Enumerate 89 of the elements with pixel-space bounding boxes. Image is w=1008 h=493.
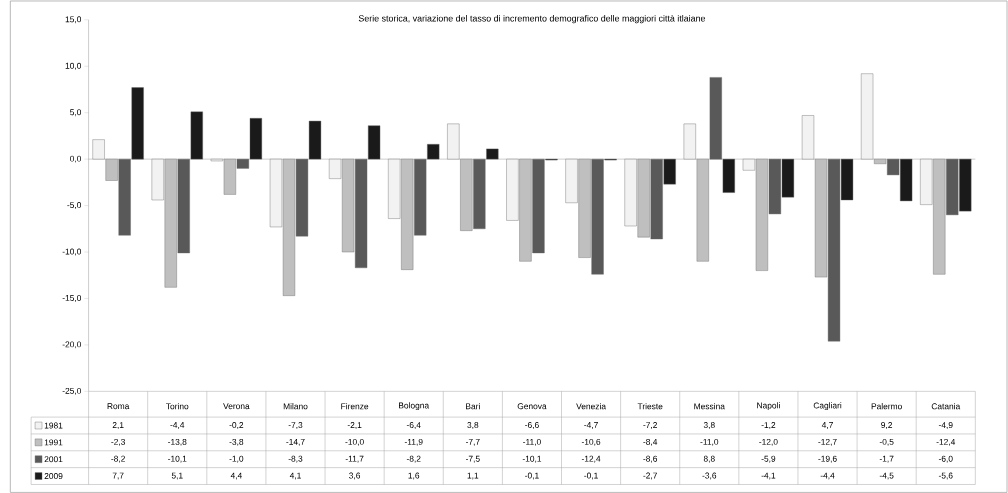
data-label: -1,7 (879, 455, 894, 463)
x-tick-label: Torino (166, 402, 189, 410)
data-label: -4,7 (584, 421, 598, 429)
data-label: -6,4 (406, 421, 421, 429)
data-label: -6,6 (525, 421, 539, 429)
data-label: -0,1 (584, 472, 598, 480)
data-label: 9,2 (881, 421, 893, 429)
data-label: 7,7 (112, 472, 124, 480)
x-tick-label: Cagliari (813, 402, 842, 410)
x-tick-label: Venezia (576, 402, 606, 410)
data-label: -7,3 (288, 421, 303, 429)
data-label: -4,5 (879, 472, 894, 480)
data-label: -10,6 (581, 438, 601, 446)
data-label: -1,0 (229, 455, 244, 463)
data-label: -2,3 (111, 438, 126, 446)
data-label: 3,8 (467, 421, 479, 429)
data-label: 4,7 (821, 421, 833, 429)
data-label: -12,0 (759, 438, 778, 446)
data-label: -13,8 (168, 438, 187, 446)
y-tick-label: 15,0 (65, 16, 82, 24)
data-label: -5,9 (761, 455, 776, 463)
y-tick-label: 10,0 (65, 62, 82, 70)
data-label: -0,1 (525, 472, 539, 480)
x-tick-label: Milano (283, 402, 308, 410)
chart-title: Serie storica, variazione del tasso di incremento demografico delle maggiori città itlaiane (358, 14, 706, 24)
data-label: 1,6 (408, 472, 420, 480)
y-tick-label: -25,0 (62, 387, 82, 395)
data-label: -2,7 (643, 472, 657, 480)
data-label: -11,0 (523, 438, 541, 446)
y-tick-label: -20,0 (62, 341, 82, 349)
x-tick-label: Trieste (637, 402, 663, 410)
data-label: 4,4 (230, 472, 242, 480)
x-tick-label: Messina (694, 402, 725, 410)
x-tick-label: Verona (223, 403, 250, 409)
data-label: -5,6 (938, 472, 953, 480)
x-tick-label: Firenze (341, 402, 369, 410)
data-label: 3,8 (703, 421, 715, 429)
data-label: -2,1 (347, 421, 362, 429)
data-label: -1,2 (761, 421, 776, 429)
data-label: -12,4 (581, 455, 601, 463)
data-label: -4,4 (170, 421, 185, 429)
data-label: -12,7 (818, 438, 837, 446)
data-label: 4,1 (289, 472, 301, 480)
x-tick-label: Bologna (399, 402, 430, 410)
data-label: -7,5 (465, 455, 480, 463)
data-label: -11,0 (700, 438, 719, 446)
data-label: 5,1 (171, 472, 183, 480)
y-tick-label: -10,0 (62, 248, 82, 256)
data-label: -11,7 (345, 455, 364, 463)
legend-label: 1981 (44, 422, 63, 429)
data-label: -8,2 (111, 455, 125, 463)
y-tick-label: -5,0 (67, 201, 82, 209)
data-label: -10,1 (168, 455, 187, 463)
data-label: -7,7 (465, 438, 480, 446)
legend-label: 1991 (44, 439, 63, 446)
data-label: -10,0 (345, 438, 364, 446)
x-tick-label: Napoli (757, 402, 780, 410)
data-label: -10,1 (522, 455, 542, 463)
data-label: -8,2 (406, 455, 421, 463)
x-tick-label: Bari (466, 402, 480, 410)
y-tick-label: -15,0 (62, 294, 82, 302)
y-tick-label: 5,0 (70, 109, 82, 116)
data-label: -12,4 (936, 438, 956, 446)
data-label: -0,2 (229, 421, 244, 429)
data-label: -4,9 (938, 421, 953, 429)
data-label: 2,1 (112, 421, 124, 429)
data-label: -8,6 (643, 455, 658, 463)
data-label: -3,6 (702, 472, 717, 480)
data-label: -3,8 (229, 438, 244, 446)
x-tick-label: Palermo (871, 402, 902, 410)
data-label: -6,0 (938, 455, 953, 463)
data-label: -4,4 (820, 472, 835, 480)
data-label: -8,4 (643, 438, 658, 446)
data-label: -8,3 (288, 455, 303, 463)
data-label: -7,2 (643, 421, 657, 429)
x-tick-label: Genova (517, 403, 547, 409)
data-label: 1,1 (467, 472, 479, 480)
x-tick-label: Roma (107, 403, 130, 409)
legend-label: 2009 (44, 472, 63, 479)
data-label: -19,6 (818, 455, 837, 463)
data-label: 3,6 (349, 472, 361, 480)
x-tick-label: Catania (931, 402, 961, 410)
data-label: -11,9 (404, 438, 423, 446)
y-tick-label: 0,0 (70, 155, 82, 163)
data-label: -0,5 (879, 438, 894, 446)
data-label: -14,7 (286, 438, 305, 446)
data-label: -4,1 (761, 472, 776, 480)
legend-label: 2001 (44, 456, 63, 462)
data-label: 8,8 (703, 455, 715, 463)
